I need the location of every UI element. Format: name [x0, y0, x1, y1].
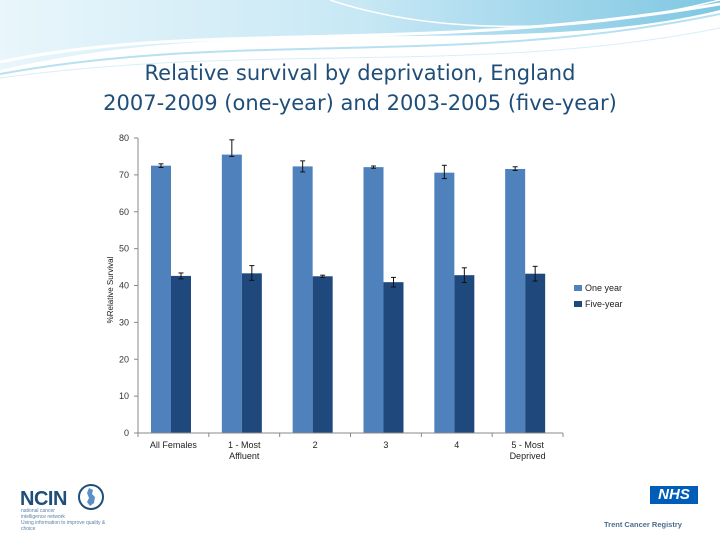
- y-axis: 0 10 20 30 40 50 60 70 80: [119, 133, 139, 438]
- slide-title: Relative survival by deprivation, Englan…: [0, 58, 720, 118]
- error-bars: [158, 139, 538, 288]
- bar: [383, 282, 404, 433]
- y-tick-label: 0: [124, 428, 129, 438]
- x-category-label: All Females: [150, 440, 198, 450]
- bar: [171, 275, 191, 433]
- bar: [292, 166, 313, 434]
- registry-name: Trent Cancer Registry: [604, 520, 682, 529]
- y-tick-label: 70: [119, 170, 129, 180]
- legend-label: One year: [585, 283, 622, 293]
- ncin-logo: NCIN: [20, 488, 67, 510]
- bar: [525, 273, 546, 433]
- y-tick-label: 80: [119, 133, 129, 143]
- bar: [221, 154, 242, 433]
- x-category-label: 4: [454, 440, 459, 450]
- y-tick-label: 40: [119, 281, 129, 291]
- header-banner: [0, 0, 720, 79]
- survival-bar-chart: %Relative Survival 0 10 20 30 40 50 60 70 80 All…: [100, 130, 630, 470]
- bar: [363, 167, 384, 433]
- nhs-logo: NHS: [650, 486, 698, 504]
- legend-swatch: [574, 301, 582, 307]
- y-tick-label: 10: [119, 391, 129, 401]
- bar: [151, 165, 171, 433]
- bar: [505, 168, 526, 433]
- slide-title-line2: 2007-2009 (one-year) and 2003-2005 (five…: [103, 91, 617, 115]
- legend-label: Five-year: [585, 299, 623, 309]
- bars: [151, 154, 546, 434]
- x-category-label: 1 - Most: [228, 440, 261, 450]
- legend: One year Five-year: [574, 283, 623, 309]
- bar: [241, 273, 262, 433]
- x-category-label: 5 - Most: [511, 440, 544, 450]
- x-category-label: Deprived: [510, 451, 546, 461]
- ncin-sub-1: national cancer: [21, 508, 55, 514]
- bar: [454, 275, 475, 433]
- x-category-label: 2: [313, 440, 318, 450]
- y-tick-label: 60: [119, 207, 129, 217]
- x-category-label: Affluent: [229, 451, 260, 461]
- y-tick-label: 50: [119, 244, 129, 254]
- bar: [312, 276, 333, 433]
- ncin-tagline: national cancer intelligence network Usi…: [21, 508, 106, 532]
- ncin-sub-2: intelligence network: [21, 514, 65, 520]
- y-axis-label: %Relative Survival: [106, 256, 115, 323]
- ncin-sub-3: Using information to improve quality & c…: [21, 520, 106, 532]
- y-tick-label: 20: [119, 354, 129, 364]
- slide-title-line1: Relative survival by deprivation, Englan…: [144, 61, 576, 85]
- y-tick-label: 30: [119, 317, 129, 327]
- x-category-label: 3: [383, 440, 388, 450]
- bar: [434, 172, 455, 433]
- uk-map-icon: [78, 484, 104, 510]
- legend-swatch: [574, 285, 582, 291]
